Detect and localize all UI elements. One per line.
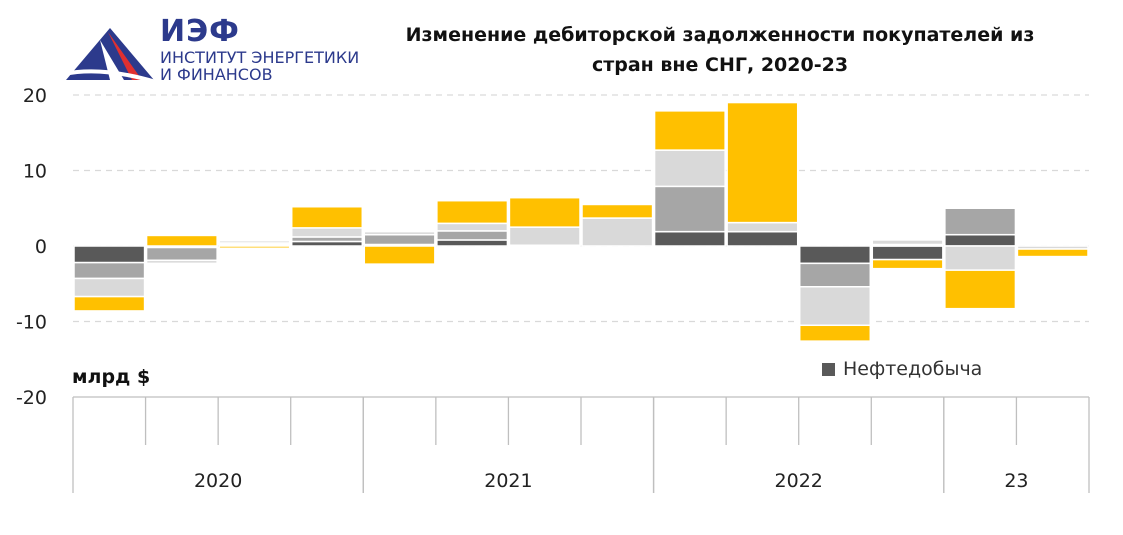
bar-segment-series-3 [290, 227, 364, 238]
bar-segment-series-1 [73, 245, 146, 264]
bar-segment-series-3 [218, 239, 291, 244]
x-year-label: 2021 [484, 470, 532, 492]
bar-segment-series-4 [436, 199, 509, 225]
y-tick-label: -10 [16, 312, 47, 334]
bar-segment-series-3 [871, 239, 944, 246]
bar-segment-series-3 [73, 277, 146, 298]
bar-segment-series-1 [871, 245, 944, 261]
bar-segment-series-4 [73, 295, 146, 312]
y-tick-label: 0 [35, 236, 47, 258]
y-tick-label: 20 [23, 85, 47, 107]
logo-emblem-icon [63, 28, 157, 84]
bar-segment-series-4 [218, 245, 291, 250]
bar-segment-series-3 [363, 230, 436, 236]
logo-abbr: ИЭФ [160, 14, 240, 49]
bar-segment-series-4 [581, 203, 654, 219]
y-tick-label: 10 [23, 161, 47, 183]
bar-segment-series-4 [726, 101, 799, 224]
bar-segment-series-4 [871, 258, 944, 270]
bar-segment-series-4 [290, 205, 364, 229]
bar-segment-series-1 [653, 230, 726, 247]
x-year-label: 23 [1004, 470, 1028, 492]
bar-segment-series-3 [726, 221, 799, 233]
bar-segment-series-3 [798, 286, 872, 327]
bar-segment-series-4 [798, 324, 872, 342]
x-year-label: 2020 [194, 470, 242, 492]
legend-swatch [822, 362, 835, 376]
bar-segment-series-4 [363, 245, 436, 265]
bar-segment-series-1 [944, 233, 1017, 247]
bar-segment-series-2 [944, 207, 1017, 236]
bar-segment-series-4 [1016, 248, 1089, 258]
bar-segment-series-1 [726, 230, 799, 247]
legend-label: Нефтедобыча [843, 358, 983, 380]
bar-segment-series-3 [944, 245, 1017, 271]
bar-segment-series-4 [508, 196, 581, 228]
bar-segment-series-2 [653, 185, 726, 233]
logo-line-2: И ФИНАНСОВ [160, 65, 273, 84]
bar-segment-series-3 [145, 259, 218, 265]
bar-segment-series-1 [436, 239, 509, 247]
bar-segment-series-3 [581, 217, 654, 247]
logo-line-1: ИНСТИТУТ ЭНЕРГЕТИКИ [160, 48, 360, 67]
bar-segment-series-2 [73, 261, 146, 280]
legend: Нефтедобыча [822, 358, 982, 380]
x-year-label: 2022 [775, 470, 823, 492]
bar-segment-series-3 [436, 222, 509, 232]
bar-segment-series-2 [145, 246, 218, 262]
bar-segment-series-3 [508, 226, 581, 246]
chart-title-line-2: стран вне СНГ, 2020-23 [591, 54, 849, 76]
bar-segment-series-2 [363, 233, 436, 246]
bar-segment-series-3 [653, 149, 726, 188]
bar-segment-series-4 [653, 110, 726, 151]
bar-segment-series-2 [798, 262, 872, 288]
chart-title: Изменение дебиторской задолженности поку… [390, 20, 1050, 80]
chart-title-line-1: Изменение дебиторской задолженности поку… [405, 24, 1035, 46]
bar-segment-series-2 [436, 230, 509, 241]
bar-segment-series-1 [798, 245, 872, 265]
y-tick-label: -20 [16, 387, 47, 409]
bar-segment-series-4 [145, 234, 218, 247]
y-axis-unit-label: млрд $ [72, 366, 151, 388]
bar-segment-series-4 [944, 269, 1017, 310]
